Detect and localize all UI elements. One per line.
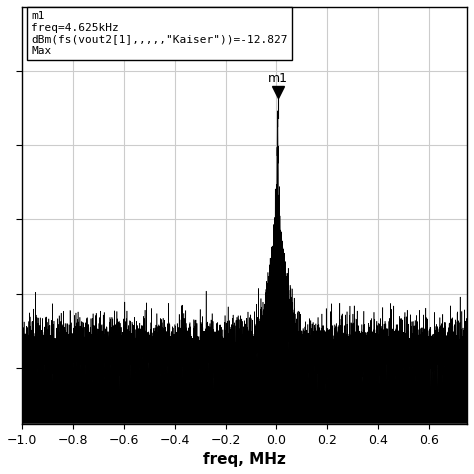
Text: m1
freq=4.625kHz
dBm(fs(vout2[1],,,,,"Kaiser"))=-12.827
Max: m1 freq=4.625kHz dBm(fs(vout2[1],,,,,"Ka… <box>31 11 288 56</box>
Text: m1: m1 <box>267 72 288 85</box>
X-axis label: freq, MHz: freq, MHz <box>203 452 286 467</box>
